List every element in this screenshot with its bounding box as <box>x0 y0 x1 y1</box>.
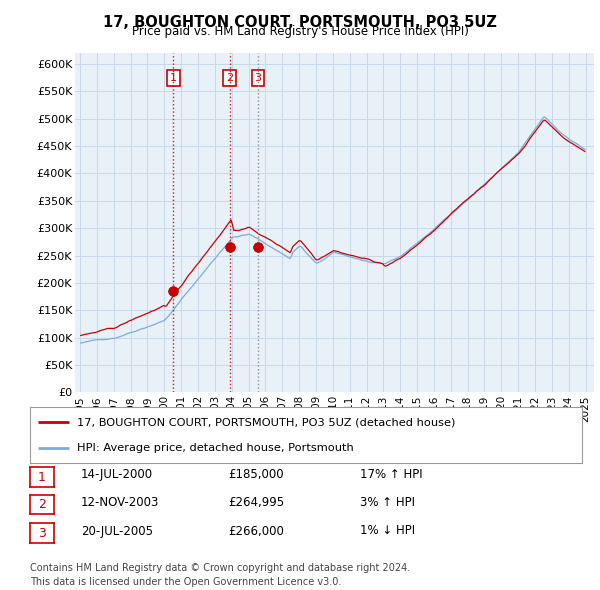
Text: 17, BOUGHTON COURT, PORTSMOUTH, PO3 5UZ: 17, BOUGHTON COURT, PORTSMOUTH, PO3 5UZ <box>103 15 497 30</box>
Text: 20-JUL-2005: 20-JUL-2005 <box>81 525 153 537</box>
Text: 17% ↑ HPI: 17% ↑ HPI <box>360 468 422 481</box>
Text: Contains HM Land Registry data © Crown copyright and database right 2024.
This d: Contains HM Land Registry data © Crown c… <box>30 563 410 587</box>
Text: 2: 2 <box>38 498 46 512</box>
Text: 3: 3 <box>38 526 46 540</box>
Text: 1% ↓ HPI: 1% ↓ HPI <box>360 525 415 537</box>
Text: £185,000: £185,000 <box>228 468 284 481</box>
Text: 3% ↑ HPI: 3% ↑ HPI <box>360 496 415 509</box>
Text: £266,000: £266,000 <box>228 525 284 537</box>
Text: 2: 2 <box>226 73 233 83</box>
Text: Price paid vs. HM Land Registry's House Price Index (HPI): Price paid vs. HM Land Registry's House … <box>131 25 469 38</box>
Text: HPI: Average price, detached house, Portsmouth: HPI: Average price, detached house, Port… <box>77 443 353 453</box>
Text: 12-NOV-2003: 12-NOV-2003 <box>81 496 160 509</box>
Text: £264,995: £264,995 <box>228 496 284 509</box>
Text: 17, BOUGHTON COURT, PORTSMOUTH, PO3 5UZ (detached house): 17, BOUGHTON COURT, PORTSMOUTH, PO3 5UZ … <box>77 417 455 427</box>
Text: 1: 1 <box>170 73 177 83</box>
Text: 14-JUL-2000: 14-JUL-2000 <box>81 468 153 481</box>
Text: 1: 1 <box>38 470 46 484</box>
Text: 3: 3 <box>254 73 262 83</box>
